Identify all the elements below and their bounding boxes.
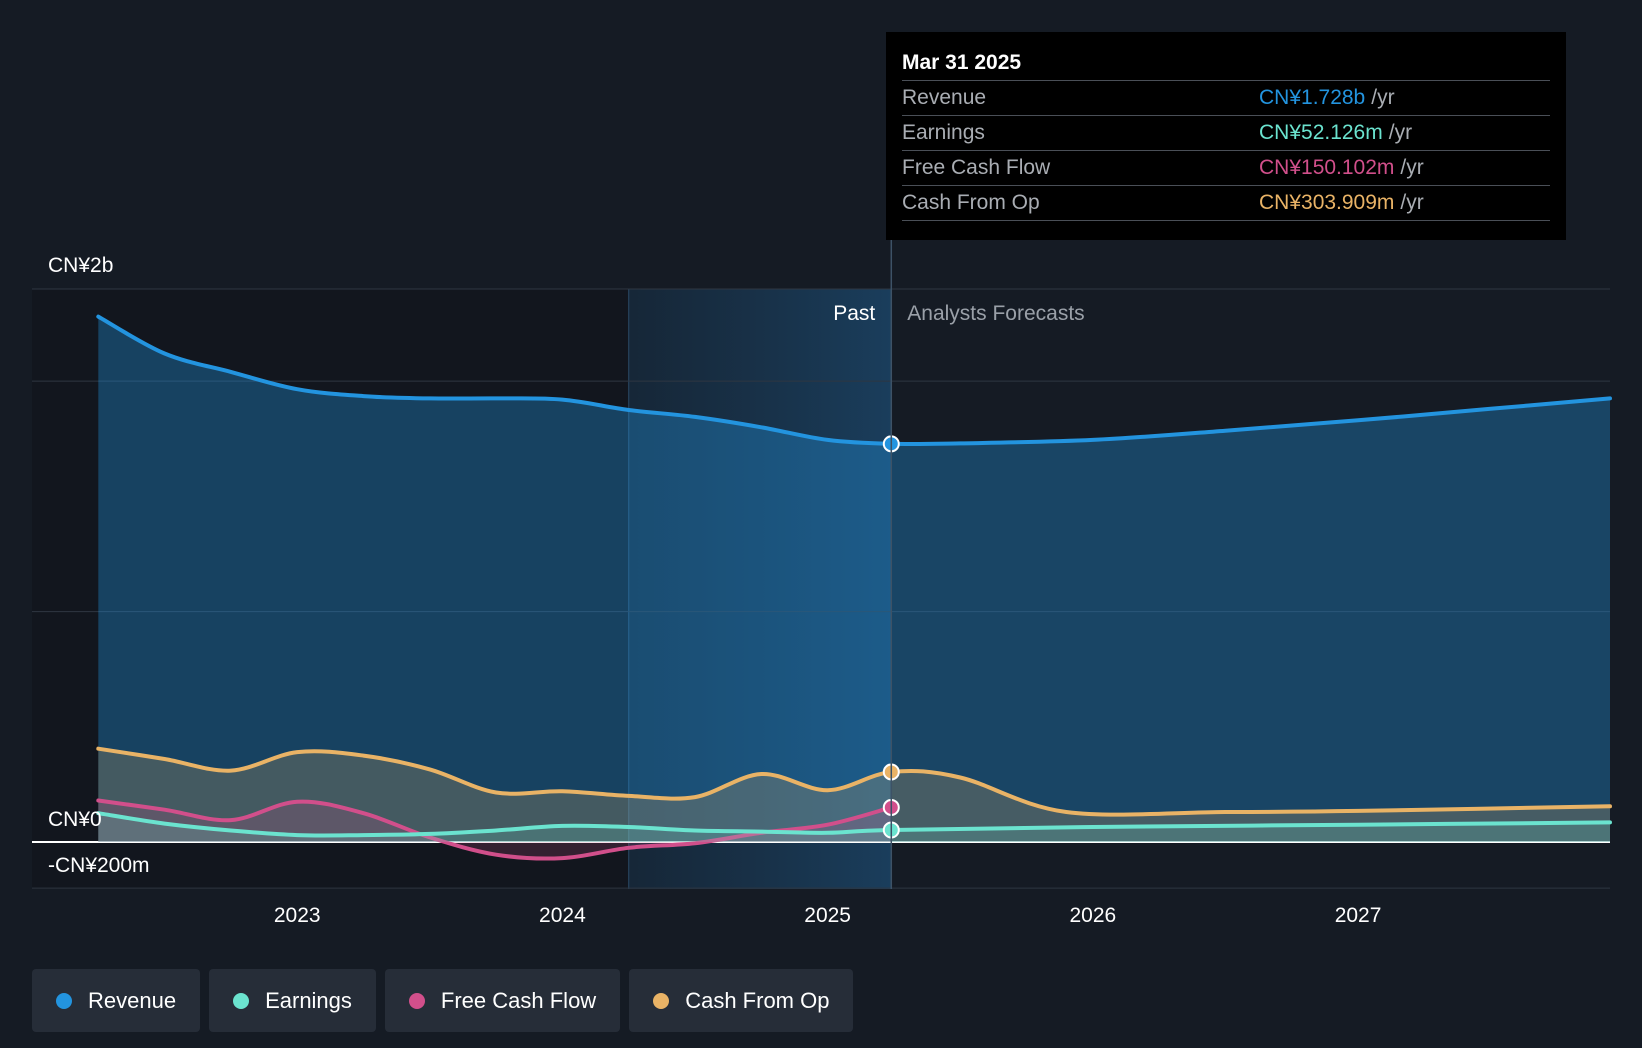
tooltip-row-cash-from-op: Cash From Op CN¥303.909m /yr	[902, 185, 1550, 221]
legend-label: Free Cash Flow	[440, 987, 597, 1013]
axis-labels: CN¥2b CN¥0 -CN¥200m 2023 2024 2025 2026 2027 Pas…	[48, 254, 1381, 927]
tooltip-label: Free Cash Flow	[902, 156, 1051, 179]
revenue-line	[96, 314, 1612, 447]
tooltip: Mar 31 2025 Revenue CN¥1.728b /yr Earnin…	[886, 32, 1566, 240]
y-tick-label: -CN¥200m	[48, 854, 150, 877]
series-layer	[96, 314, 1612, 861]
y-tick-label: CN¥2b	[48, 254, 113, 277]
cash-from-op-dot-icon	[653, 992, 670, 1009]
legend-item-cash-from-op[interactable]: Cash From Op	[629, 969, 854, 1032]
markers-layer	[882, 240, 900, 889]
tooltip-label: Cash From Op	[902, 191, 1040, 214]
tooltip-value: CN¥52.126m	[1259, 121, 1383, 144]
earnings-line	[96, 811, 1612, 838]
highlight-region	[628, 289, 892, 889]
revenue-area	[98, 316, 1610, 843]
tooltip-unit: /yr	[1371, 86, 1395, 109]
tooltip-label: Revenue	[902, 86, 987, 109]
earnings-area	[98, 813, 1610, 842]
x-tick-label: 2024	[539, 904, 586, 927]
legend: Revenue Earnings Free Cash Flow Cash Fro…	[32, 969, 862, 1032]
tooltip-date: Mar 31 2025	[902, 51, 1022, 74]
past-region	[32, 289, 629, 889]
earnings-dot-icon	[233, 992, 250, 1009]
tooltip-row-earnings: Earnings CN¥52.126m /yr	[902, 115, 1550, 150]
free_cash_flow-area	[98, 800, 892, 859]
tooltip-row-free-cash-flow: Free Cash Flow CN¥150.102m /yr	[902, 150, 1550, 185]
legend-item-earnings[interactable]: Earnings	[209, 969, 376, 1032]
forecast-label: Analysts Forecasts	[907, 302, 1084, 325]
tooltip-value: CN¥303.909m	[1259, 191, 1395, 214]
free-cash-flow-dot-icon	[408, 992, 425, 1009]
legend-label: Revenue	[88, 987, 177, 1013]
revenue-dot-icon	[56, 992, 72, 1009]
x-tick-label: 2027	[1335, 904, 1382, 927]
tooltip-value: CN¥1.728b	[1259, 86, 1366, 109]
tooltip-unit: /yr	[1400, 191, 1424, 214]
tooltip-value: CN¥150.102m	[1259, 156, 1395, 179]
cash_from_op-line	[96, 746, 1612, 817]
gridlines	[32, 288, 1610, 889]
legend-item-revenue[interactable]: Revenue	[32, 969, 201, 1032]
y-tick-label: CN¥0	[48, 808, 102, 831]
x-tick-label: 2025	[804, 904, 851, 927]
tooltip-unit: /yr	[1388, 121, 1413, 144]
tooltip-row-revenue: Revenue CN¥1.728b /yr	[902, 80, 1550, 115]
legend-item-free-cash-flow[interactable]: Free Cash Flow	[384, 969, 621, 1032]
x-tick-label: 2026	[1069, 904, 1116, 927]
tooltip-unit: /yr	[1400, 156, 1424, 179]
past-label: Past	[833, 302, 875, 325]
legend-label: Cash From Op	[685, 987, 830, 1013]
x-tick-label: 2023	[274, 904, 321, 927]
cash_from_op-area	[98, 748, 1610, 842]
tooltip-label: Earnings	[902, 121, 985, 144]
legend-label: Earnings	[265, 987, 352, 1013]
